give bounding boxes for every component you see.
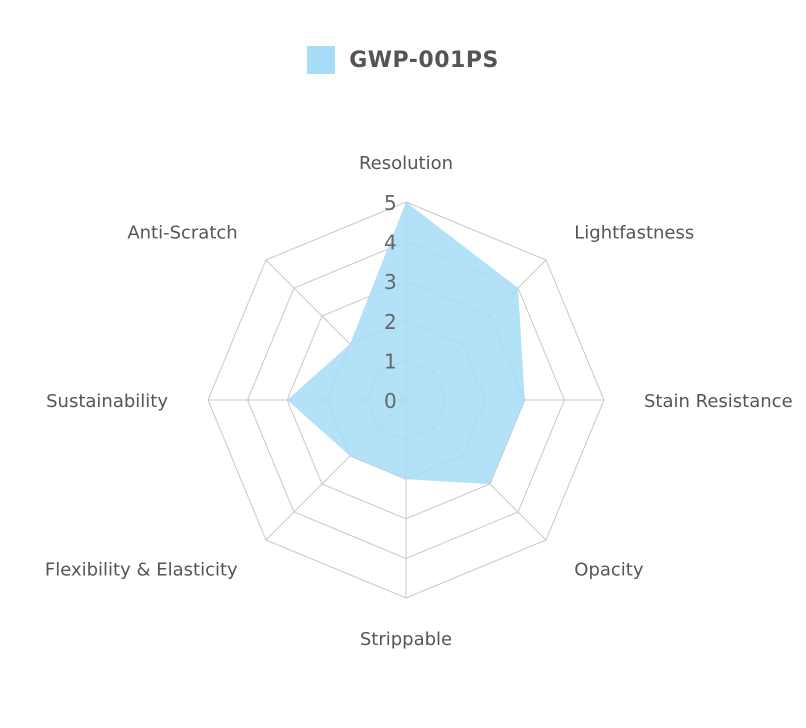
axis-label-resolution: Resolution <box>359 153 453 174</box>
radar-series <box>287 202 525 485</box>
axis-label-opacity: Opacity <box>574 559 644 580</box>
axis-label-sustainability: Sustainability <box>46 391 168 412</box>
tick-label-0: 0 <box>384 389 397 413</box>
tick-label-2: 2 <box>384 310 397 334</box>
chart-legend: GWP-001PS <box>0 46 806 74</box>
axis-label-anti-scratch: Anti-Scratch <box>127 223 237 244</box>
axis-label-stain-resistance: Stain Resistance <box>644 391 793 412</box>
axis-label-strippable: Strippable <box>360 629 452 650</box>
tick-label-1: 1 <box>384 349 397 373</box>
axis-label-lightfastness: Lightfastness <box>574 223 694 244</box>
radar-axis-labels: Resolution Lightfastness Stain Resistance O… <box>45 153 793 650</box>
series-area-0 <box>287 202 525 485</box>
tick-label-4: 4 <box>384 231 397 255</box>
legend-label: GWP-001PS <box>349 47 499 73</box>
tick-label-3: 3 <box>384 270 397 294</box>
legend-swatch <box>307 46 336 74</box>
radar-tick-labels: 0 1 2 3 4 5 <box>384 191 397 413</box>
tick-label-5: 5 <box>384 191 397 215</box>
axis-label-flexibility-elasticity: Flexibility & Elasticity <box>45 559 238 580</box>
